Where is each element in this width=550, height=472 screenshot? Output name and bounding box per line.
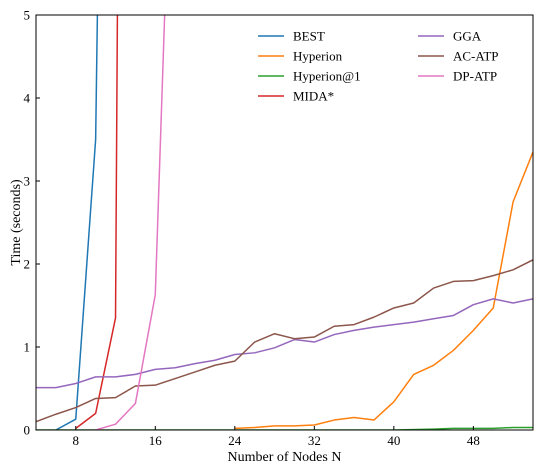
series-line-best — [55, 15, 99, 430]
y-tick-label: 5 — [24, 8, 31, 23]
legend-item-ac-atp: AC-ATP — [418, 49, 499, 64]
y-axis-title: Time (seconds) — [9, 179, 24, 266]
series-line-hyperion-1 — [36, 426, 533, 430]
series-line-dp-atp — [95, 15, 166, 430]
series-layer — [36, 15, 533, 430]
y-tick-label: 1 — [24, 340, 31, 355]
ticks-layer: 8 16 24 32 40 48 0 1 2 3 4 5 — [24, 8, 480, 449]
x-tick-label: 48 — [467, 433, 480, 448]
legend-label: BEST — [293, 29, 325, 44]
x-axis-title: Number of Nodes N — [228, 450, 342, 465]
plot-frame — [35, 14, 534, 431]
series-line-gga — [36, 298, 533, 389]
legend-item-dp-atp: DP-ATP — [418, 69, 497, 84]
legend-item-gga: GGA — [418, 29, 482, 44]
x-tick-label: 16 — [149, 433, 163, 448]
legend: BEST Hyperion Hyperion@1 MIDA* GGA AC-ATP DP-A… — [258, 29, 499, 104]
series-line-hyperion — [234, 151, 533, 430]
y-tick-label: 4 — [24, 91, 31, 106]
legend-item-best: BEST — [258, 29, 325, 44]
plot-area — [36, 15, 533, 430]
y-tick-label: 3 — [24, 174, 31, 189]
legend-item-hyperion: Hyperion — [258, 49, 343, 64]
series-line-ac-atp — [36, 259, 533, 423]
x-tick-label: 40 — [387, 433, 400, 448]
y-tick-label: 0 — [24, 423, 31, 438]
legend-label: Hyperion@1 — [293, 69, 361, 84]
x-tick-label: 8 — [73, 433, 80, 448]
legend-item-hyperion-1: Hyperion@1 — [258, 69, 361, 84]
series-line-mida — [75, 15, 119, 429]
legend-label: GGA — [453, 29, 482, 44]
legend-item-mida: MIDA* — [258, 89, 334, 104]
y-tick-label: 2 — [24, 257, 31, 272]
legend-label: MIDA* — [293, 89, 334, 104]
legend-label: AC-ATP — [453, 49, 499, 64]
legend-label: DP-ATP — [453, 69, 497, 84]
x-tick-label: 32 — [308, 433, 321, 448]
x-tick-label: 24 — [228, 433, 242, 448]
legend-label: Hyperion — [293, 49, 343, 64]
